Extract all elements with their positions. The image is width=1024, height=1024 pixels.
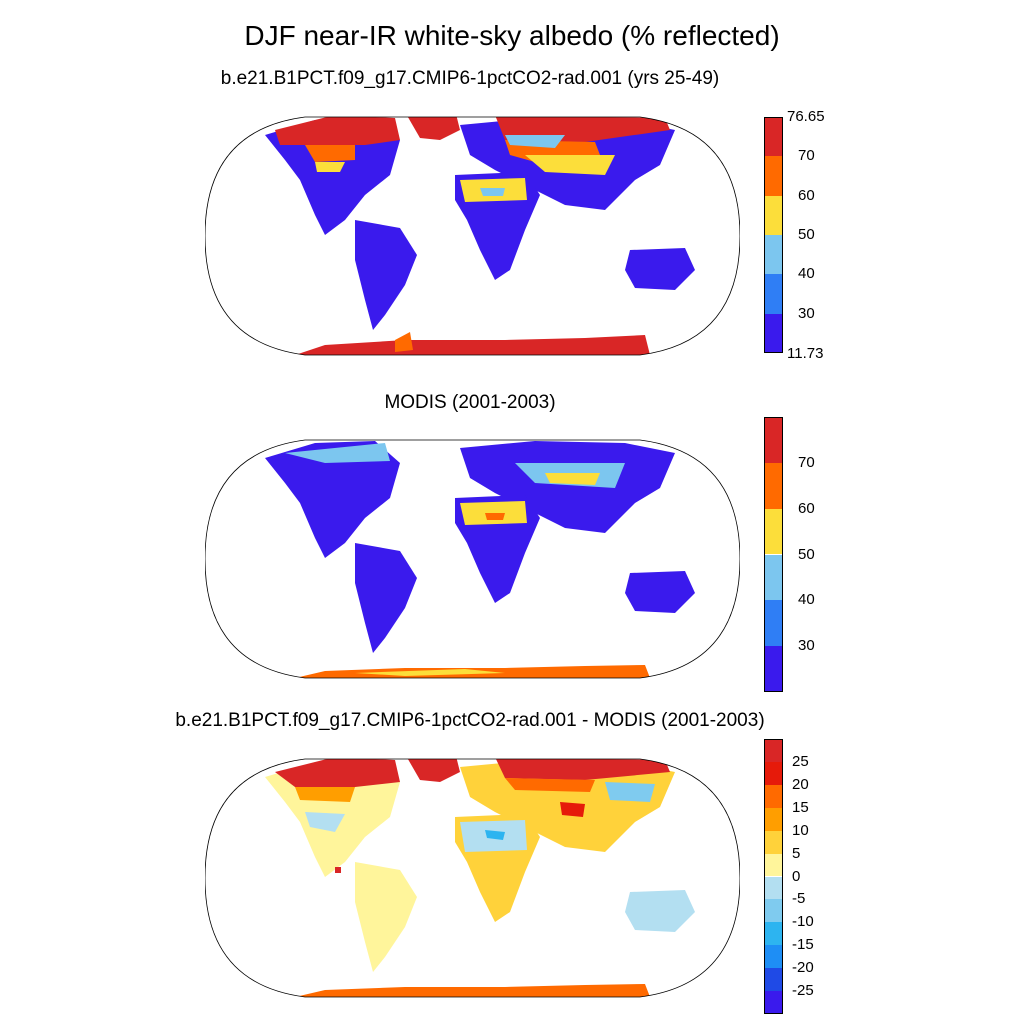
colorbar-tick-label: -10 (792, 913, 814, 931)
colorbar-segment (764, 117, 783, 157)
colorbar-segment (764, 508, 783, 555)
colorbar-tick-label: 5 (792, 844, 801, 862)
colorbar-segment (764, 968, 783, 992)
panel-2-map (205, 439, 740, 679)
panel-1-title: b.e21.B1PCT.f09_g17.CMIP6-1pctCO2-rad.00… (220, 68, 720, 89)
panel-1-colorbar (764, 117, 783, 353)
colorbar-segment (764, 274, 783, 314)
colorbar-tick-label: 40 (798, 265, 815, 283)
colorbar-tick-label: -15 (792, 936, 814, 954)
colorbar-tick-label: 50 (798, 226, 815, 243)
colorbar-segment (764, 761, 783, 785)
panel-1-colorbar-max-label: 76.65 (787, 108, 825, 125)
colorbar-segment (764, 156, 783, 196)
colorbar-segment (764, 784, 783, 808)
colorbar-segment (764, 899, 783, 923)
colorbar-tick-label: -20 (792, 959, 814, 977)
colorbar-segment (764, 739, 783, 762)
colorbar-segment (764, 853, 783, 877)
colorbar-tick-label: 10 (792, 821, 809, 839)
colorbar-tick-label: -25 (792, 982, 814, 1000)
colorbar-tick-label: 15 (792, 798, 809, 816)
colorbar-tick-label: 50 (798, 545, 815, 563)
colorbar-tick-label: -5 (792, 890, 806, 908)
colorbar-frame (764, 739, 783, 1014)
colorbar-segment (764, 876, 783, 900)
colorbar-segment (764, 235, 783, 275)
panel-3-colorbar (764, 739, 783, 1014)
colorbar-frame (764, 117, 783, 353)
colorbar-segment (764, 945, 783, 969)
colorbar-tick-label: 40 (798, 591, 815, 609)
figure-title: DJF near-IR white-sky albedo (% reflecte… (244, 20, 780, 51)
colorbar-tick-label: 60 (798, 186, 815, 204)
colorbar-segment (764, 807, 783, 831)
panel-3-map (205, 758, 740, 998)
colorbar-segment (764, 991, 783, 1014)
colorbar-tick-label: 70 (798, 147, 815, 165)
colorbar-segment (764, 922, 783, 946)
colorbar-tick-label: 25 (792, 752, 809, 770)
colorbar-tick-label: 60 (798, 499, 815, 517)
colorbar-tick-label: 30 (798, 637, 815, 655)
panel-3-title: b.e21.B1PCT.f09_g17.CMIP6-1pctCO2-rad.00… (175, 710, 765, 731)
colorbar-tick-label: 20 (792, 775, 809, 793)
colorbar-segment (764, 313, 783, 353)
colorbar-tick-label: 70 (798, 453, 815, 471)
colorbar-tick-label: 30 (798, 304, 815, 322)
panel-1-colorbar-min-label: 11.73 (787, 345, 824, 362)
panel-2-title: MODIS (2001-2003) (384, 392, 556, 413)
colorbar-segment (764, 417, 783, 463)
colorbar-frame (764, 417, 783, 692)
colorbar-segment (764, 600, 783, 647)
colorbar-segment (764, 830, 783, 854)
colorbar-segment (764, 195, 783, 235)
colorbar-segment (764, 646, 783, 692)
panel-2-colorbar (764, 417, 783, 692)
colorbar-segment (764, 462, 783, 509)
colorbar-segment (764, 554, 783, 601)
panel-1-map (205, 116, 740, 356)
colorbar-tick-label: 0 (792, 867, 801, 885)
